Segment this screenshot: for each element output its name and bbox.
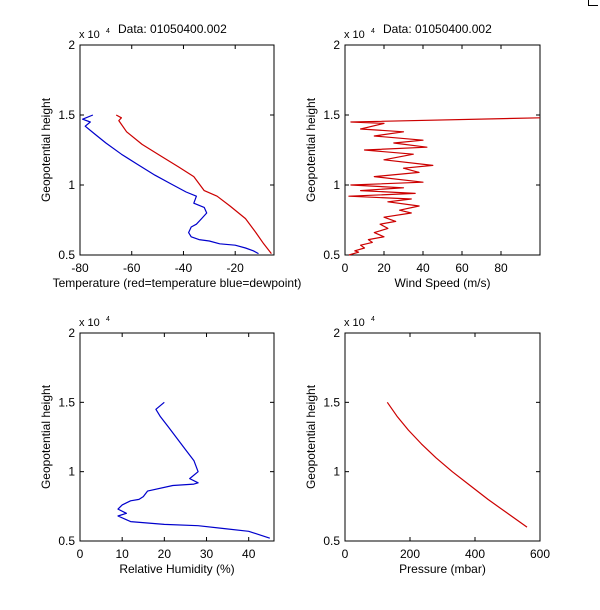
temperature-title: Data: 01050400.002 [118, 22, 227, 36]
wind-speed-xlabel: Wind Speed (m/s) [394, 276, 490, 290]
temperature-ytick-label: 0.5 [58, 248, 75, 262]
temperature-xtick-label: -40 [175, 261, 193, 275]
window-corner-mark [588, 0, 598, 6]
humidity-exponent-power: 4 [106, 316, 110, 323]
wind-speed-exponent-power: 4 [371, 28, 375, 35]
wind-speed-panel: x 10 4 Data: 01050400.002 Wind Speed (m/… [304, 22, 541, 290]
pressure-panel: x 10 4 Pressure (mbar) Geopotential heig… [304, 316, 550, 576]
humidity-xtick-label: 0 [77, 547, 84, 561]
temperature-xtick-label: -80 [71, 261, 89, 275]
temperature-axes-frame [79, 44, 275, 256]
wind-speed-xtick-label: 40 [416, 261, 430, 275]
humidity-ytick-label: 2 [68, 326, 75, 340]
wind-speed-ytick-label: 1.5 [323, 108, 340, 122]
humidity-exponent-label: x 10 [79, 317, 100, 329]
pressure-xtick-label: 0 [342, 547, 349, 561]
pressure-xtick-label: 400 [465, 547, 485, 561]
temperature-ytick-label: 1 [68, 178, 75, 192]
humidity-xlabel: Relative Humidity (%) [119, 562, 234, 576]
humidity-xtick-label: 40 [242, 547, 256, 561]
pressure-ylabel: Geopotential height [304, 384, 318, 489]
pressure-xtick-label: 600 [530, 547, 550, 561]
pressure-xtick-label: 200 [400, 547, 420, 561]
temperature-dewpoint-line [81, 114, 259, 255]
humidity-axes-frame [79, 332, 275, 542]
humidity-xtick-label: 30 [200, 547, 214, 561]
wind-speed-xtick-label: 20 [377, 261, 391, 275]
pressure-ytick-label: 1.5 [323, 395, 340, 409]
wind-speed-ytick-label: 2 [333, 38, 340, 52]
pressure-exponent-label: x 10 [344, 317, 365, 329]
pressure-xlabel: Pressure (mbar) [399, 562, 486, 576]
humidity-ytick-label: 1.5 [58, 395, 75, 409]
wind-speed-axes-frame [344, 44, 541, 256]
pressure-axes-frame [344, 332, 541, 542]
temperature-ytick-label: 2 [68, 38, 75, 52]
pressure-ytick-label: 2 [333, 326, 340, 340]
pressure-exponent-power: 4 [371, 316, 375, 323]
humidity-xtick-label: 20 [158, 547, 172, 561]
wind-speed-xtick-label: 80 [494, 261, 508, 275]
pressure-ytick-label: 1 [333, 465, 340, 479]
humidity-ytick-label: 1 [68, 465, 75, 479]
wind-speed-ytick-label: 0.5 [323, 248, 340, 262]
wind-speed-xtick-label: 0 [342, 261, 349, 275]
wind-speed-xtick-label: 60 [455, 261, 469, 275]
temperature-panel: x 10 4 Data: 01050400.002 Temperature (r… [39, 22, 301, 290]
wind-speed-ylabel: Geopotential height [304, 97, 318, 202]
humidity-ytick-label: 0.5 [58, 534, 75, 548]
temperature-exponent-label: x 10 [79, 29, 100, 41]
wind-speed-ytick-label: 1 [333, 178, 340, 192]
temperature-ytick-label: 1.5 [58, 108, 75, 122]
pressure-ytick-label: 0.5 [323, 534, 340, 548]
temperature-xtick-label: -60 [123, 261, 141, 275]
temperature-xlabel: Temperature (red=temperature blue=dewpoi… [53, 276, 302, 290]
wind-speed-title: Data: 01050400.002 [383, 22, 492, 36]
temperature-ylabel: Geopotential height [39, 97, 53, 202]
temperature-xtick-label: -20 [227, 261, 245, 275]
wind-speed-wind-speed-line [348, 117, 541, 256]
wind-speed-exponent-label: x 10 [344, 29, 365, 41]
humidity-relative-humidity-line [117, 401, 270, 539]
humidity-panel: x 10 4 Relative Humidity (%) Geopotentia… [39, 316, 275, 576]
pressure-pressure-line [386, 401, 528, 528]
temperature-temperature-line [115, 114, 272, 254]
humidity-ylabel: Geopotential height [39, 384, 53, 489]
temperature-exponent-power: 4 [106, 28, 110, 35]
humidity-xtick-label: 10 [115, 547, 129, 561]
